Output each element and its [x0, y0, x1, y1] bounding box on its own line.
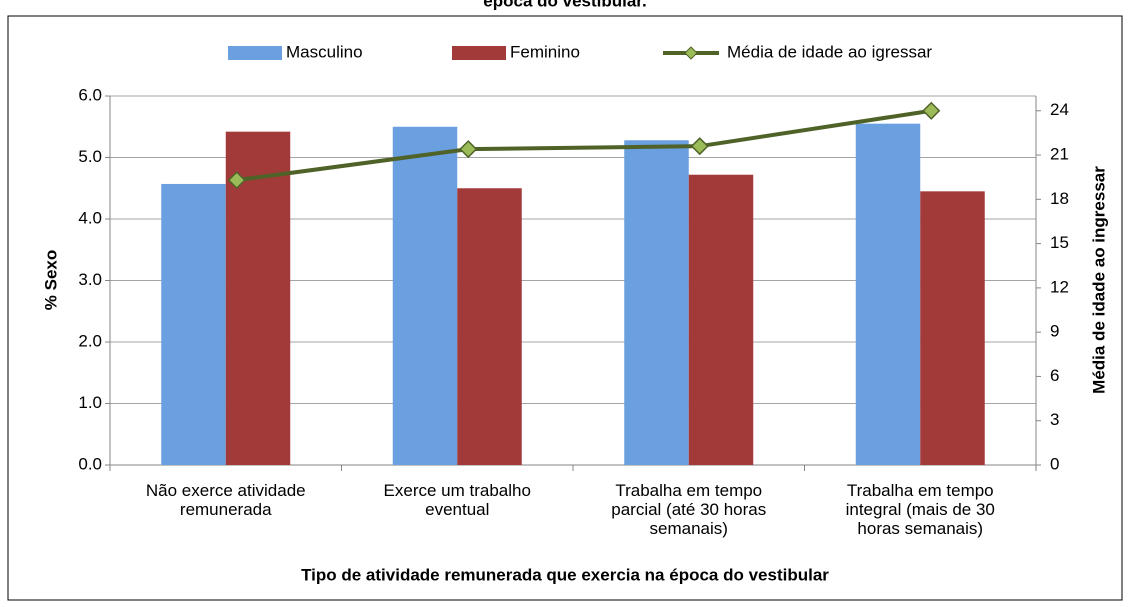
- bar: [457, 188, 522, 465]
- legend-swatch: [228, 46, 282, 60]
- x-tick-label: Trabalha em tempo integral (mais de 30 hor…: [846, 481, 995, 538]
- y2-tick-label: 6: [1050, 366, 1059, 385]
- bar: [624, 140, 689, 465]
- x-tick-label: Exerce um trabalho eventual: [384, 481, 531, 519]
- marker: [459, 140, 478, 159]
- y-tick-label: 3.0: [78, 270, 102, 289]
- y-tick-label: 6.0: [78, 85, 102, 104]
- legend-swatch: [452, 46, 506, 60]
- y2-axis-title: Média de idade ao ingressar: [1089, 166, 1108, 394]
- y2-tick-label: 18: [1050, 189, 1069, 208]
- legend-marker: [684, 46, 698, 60]
- bar: [920, 191, 985, 465]
- marker: [227, 171, 246, 190]
- chart-title: época do vestibular.: [483, 0, 646, 10]
- y2-tick-label: 0: [1050, 454, 1059, 473]
- bar: [161, 183, 226, 465]
- bar: [688, 174, 754, 465]
- legend-label: Média de idade ao igressar: [727, 42, 932, 61]
- x-tick-label: Trabalha em tempo parcial (até 30 horas se…: [611, 481, 766, 538]
- y-tick-label: 2.0: [78, 331, 102, 350]
- x-axis-title: Tipo de atividade remunerada que exercia…: [301, 565, 829, 584]
- y-tick-label: 4.0: [78, 208, 102, 227]
- x-tick-label: Não exerce atividade remunerada: [146, 481, 306, 519]
- y2-tick-label: 3: [1050, 410, 1059, 429]
- y-tick-label: 0.0: [78, 454, 102, 473]
- y-axis-title: % Sexo: [41, 250, 60, 310]
- line: [236, 108, 932, 183]
- marker: [690, 137, 709, 156]
- legend-label: Masculino: [286, 42, 363, 61]
- legend-label: Feminino: [510, 42, 580, 61]
- marker: [922, 101, 941, 120]
- bar: [855, 123, 921, 466]
- y2-tick-label: 21: [1050, 145, 1069, 164]
- bar: [392, 126, 458, 465]
- y2-tick-label: 24: [1050, 100, 1069, 119]
- y2-tick-label: 9: [1050, 322, 1059, 341]
- y-tick-label: 1.0: [78, 393, 102, 412]
- y-tick-label: 5.0: [78, 147, 102, 166]
- y2-tick-label: 12: [1050, 277, 1069, 296]
- y2-tick-label: 15: [1050, 233, 1069, 252]
